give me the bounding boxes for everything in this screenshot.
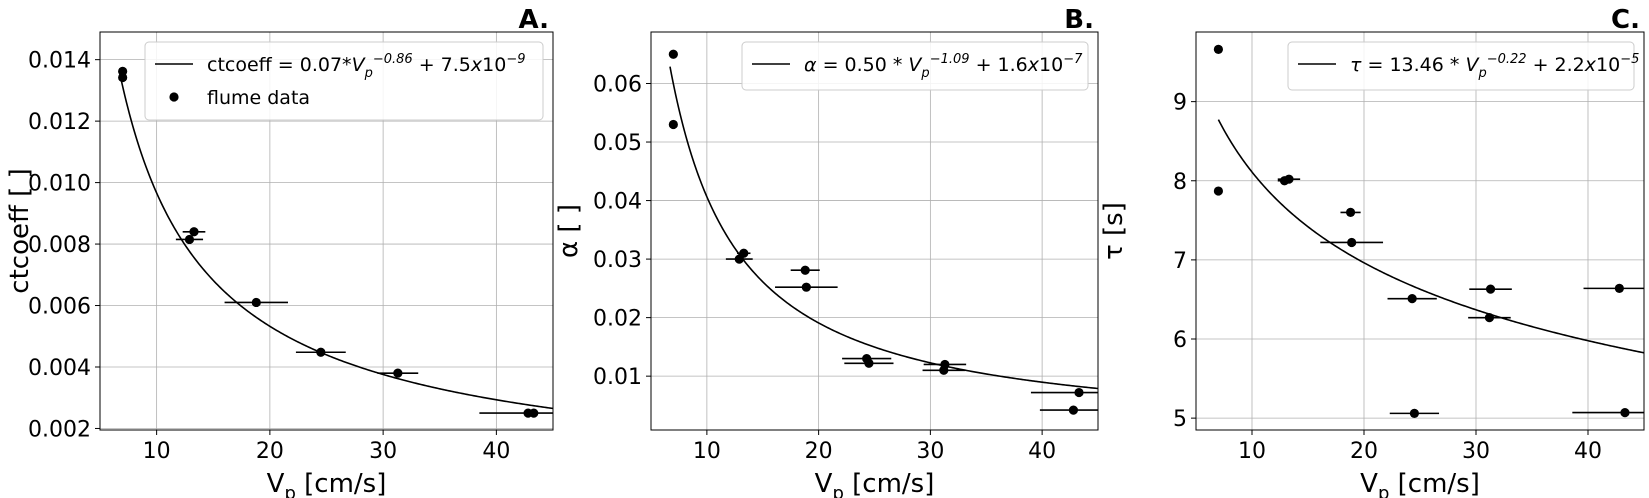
y-tick-label: 0.008 xyxy=(28,233,91,258)
x-tick-label: 20 xyxy=(1350,439,1378,464)
data-point xyxy=(1347,237,1357,248)
x-tick-label: 20 xyxy=(805,439,833,464)
data-point xyxy=(1068,405,1079,415)
plot-area xyxy=(668,49,1098,415)
x-tick-label: 30 xyxy=(916,439,944,464)
y-tick-label: 0.05 xyxy=(593,131,642,156)
legend-box xyxy=(741,41,1089,91)
data-point xyxy=(316,347,326,357)
legend-marker-swatch xyxy=(169,92,179,102)
panel-1: 10 20 30 40 0.002 0.004 0.006 0.008 0.010 0.012 0.… xyxy=(5,5,554,498)
y-tick-label: 0.04 xyxy=(593,190,642,215)
data-point xyxy=(1074,387,1084,398)
axes-frame xyxy=(650,31,1099,431)
panel-2: 10 20 30 40 0.01 0.02 0.03 0.04 0.05 0.06 Vp [cm/s… xyxy=(554,5,1099,498)
x-tick-label: 30 xyxy=(369,439,397,464)
panel-label: B. xyxy=(1064,5,1094,35)
legend: ctcoeff = 0.07*Vp−0.86 + 7.5x10−9 flume d… xyxy=(144,41,544,121)
data-point xyxy=(1213,186,1223,196)
data-point xyxy=(393,368,403,378)
y-tick-label: 0.010 xyxy=(28,172,91,197)
legend-box xyxy=(144,41,544,121)
data-point xyxy=(668,119,678,130)
y-tick-label: 0.02 xyxy=(593,307,642,332)
y-tick-label: 0.002 xyxy=(28,417,91,442)
x-axis-label: Vp [cm/s] xyxy=(267,469,387,498)
data-point xyxy=(1620,407,1630,418)
data-point xyxy=(1213,44,1223,55)
data-point xyxy=(1284,174,1294,184)
y-tick-label: 6 xyxy=(1173,328,1187,353)
x-tick-label: 40 xyxy=(1028,439,1056,464)
axes-frame xyxy=(1195,31,1645,431)
legend-box xyxy=(1287,41,1635,91)
x-tick-label: 40 xyxy=(1574,439,1602,464)
plot-area xyxy=(1213,44,1644,418)
y-tick-label: 8 xyxy=(1173,170,1187,195)
y-axis-label: α [ ] xyxy=(554,204,584,258)
x-tick-label: 10 xyxy=(143,439,171,464)
x-tick-label: 40 xyxy=(482,439,510,464)
x-axis-label: Vp [cm/s] xyxy=(1360,469,1480,498)
data-point xyxy=(1407,294,1417,304)
data-point xyxy=(801,282,811,292)
data-point xyxy=(864,358,874,368)
fit-curve xyxy=(1217,119,1644,354)
data-point xyxy=(1484,313,1495,323)
x-tick-label: 30 xyxy=(1462,439,1490,464)
legend: τ = 13.46 * Vp−0.22 + 2.2x10−5 xyxy=(1287,41,1639,91)
legend-fit-label: α = 0.50 * Vp−1.09 + 1.6x10−7 xyxy=(804,52,1083,81)
y-tick-label: 0.03 xyxy=(593,248,642,273)
y-tick-label: 9 xyxy=(1173,91,1187,116)
panel-label: A. xyxy=(519,5,549,35)
panel-label: C. xyxy=(1611,5,1640,35)
y-tick-label: 0.012 xyxy=(28,110,91,135)
fit-curve xyxy=(118,70,553,410)
x-tick-label: 10 xyxy=(693,439,721,464)
y-tick-label: 7 xyxy=(1173,249,1187,274)
data-point xyxy=(251,297,261,308)
y-axis-label: ctcoeff [ ] xyxy=(5,168,35,293)
y-tick-label: 0.014 xyxy=(28,49,91,74)
x-tick-label: 10 xyxy=(1238,439,1266,464)
data-point xyxy=(1409,408,1419,418)
y-tick-label: 5 xyxy=(1173,407,1187,432)
y-tick-label: 0.06 xyxy=(593,73,642,98)
data-point xyxy=(668,49,678,59)
data-point xyxy=(184,234,195,245)
legend-data-label: flume data xyxy=(207,87,310,109)
y-tick-label: 0.01 xyxy=(593,365,642,390)
plot-area xyxy=(118,66,553,418)
y-tick-label: 0.004 xyxy=(28,356,91,381)
x-axis-label: Vp [cm/s] xyxy=(815,469,935,498)
data-point xyxy=(939,365,949,375)
data-point xyxy=(800,265,810,275)
data-point xyxy=(118,72,128,83)
legend-fit-label: ctcoeff = 0.07*Vp−0.86 + 7.5x10−9 xyxy=(207,52,526,81)
axes-frame xyxy=(99,31,554,431)
fit-curve xyxy=(669,66,1098,390)
y-axis-label: τ [s] xyxy=(1099,202,1129,260)
data-point xyxy=(1614,283,1624,293)
data-point xyxy=(189,227,199,237)
data-point xyxy=(529,408,539,418)
data-point xyxy=(1485,284,1496,294)
legend: α = 0.50 * Vp−1.09 + 1.6x10−7 xyxy=(741,41,1089,91)
legend-fit-label: τ = 13.46 * Vp−0.22 + 2.2x10−5 xyxy=(1350,52,1639,81)
y-tick-label: 0.006 xyxy=(28,295,91,320)
panel-3: 10 20 30 40 5 6 7 8 9 Vp [cm/s] τ [s] C. τ = 13.46 *… xyxy=(1099,5,1645,498)
x-tick-label: 20 xyxy=(256,439,284,464)
data-point xyxy=(734,254,744,264)
data-point xyxy=(1345,207,1356,218)
